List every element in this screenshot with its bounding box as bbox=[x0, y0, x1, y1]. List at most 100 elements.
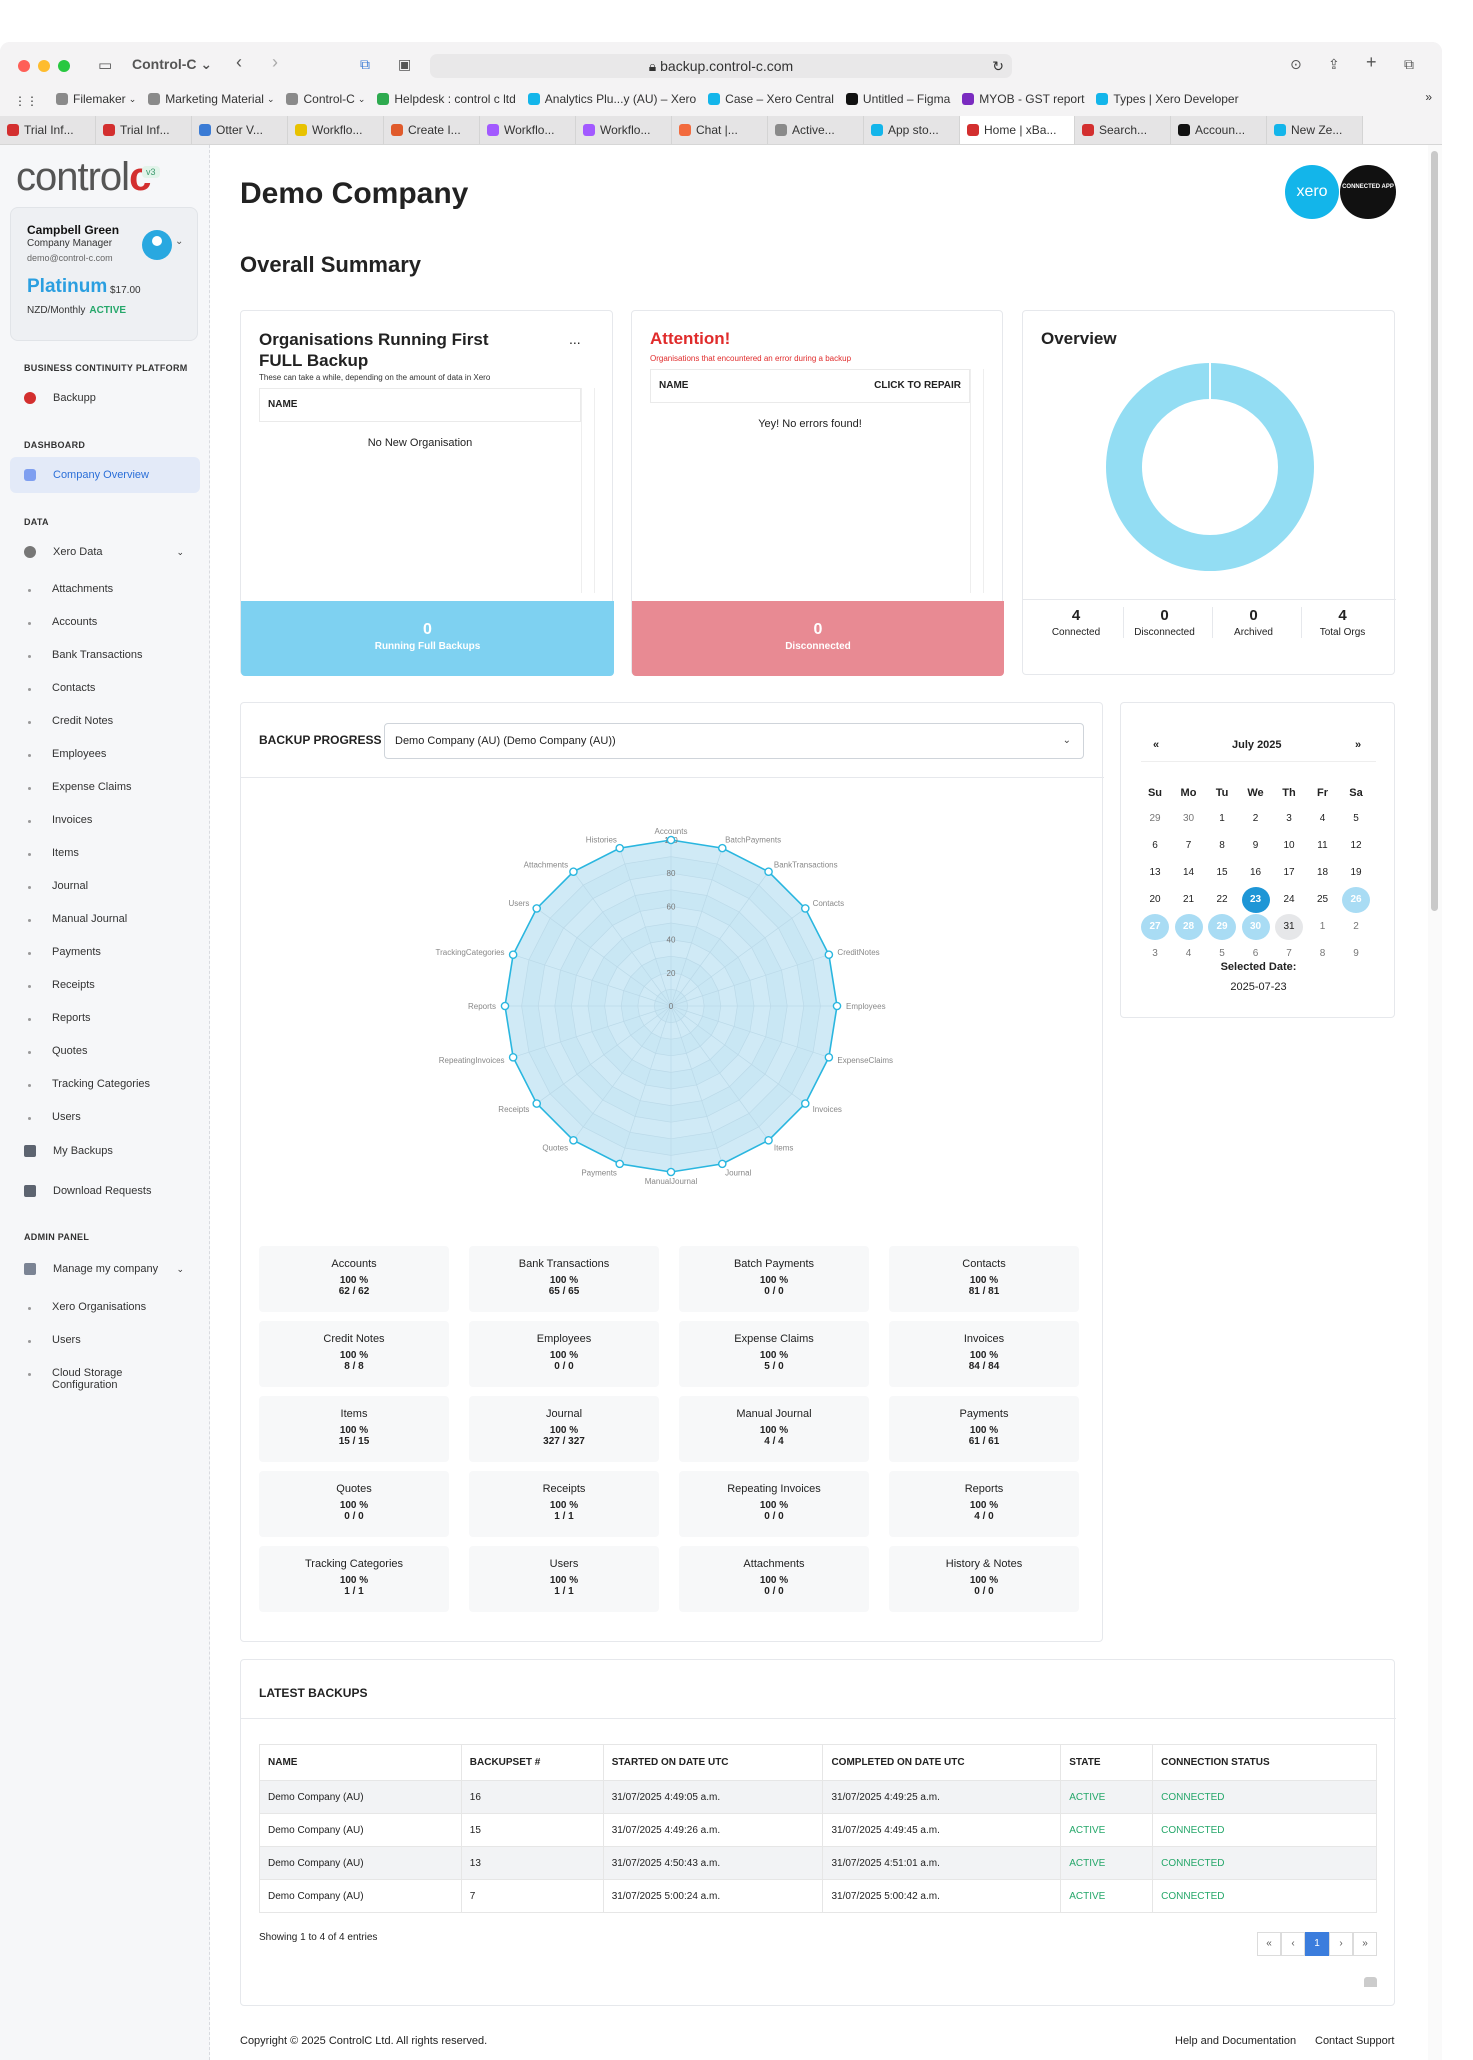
bookmark-types-xero-developer[interactable]: Types | Xero Developer bbox=[1096, 88, 1239, 110]
more-options-icon[interactable]: ... bbox=[569, 331, 581, 347]
column-header-backupset[interactable]: BACKUPSET # bbox=[460, 1744, 604, 1781]
browser-tab[interactable]: New Ze... bbox=[1267, 116, 1363, 144]
browser-tab[interactable]: Create I... bbox=[384, 116, 480, 144]
pagination-nav-button[interactable]: ‹ bbox=[1281, 1932, 1305, 1956]
calendar-day[interactable]: 5 bbox=[1219, 948, 1225, 959]
radar-point[interactable] bbox=[569, 1135, 578, 1145]
sidebar-item-employees[interactable]: Employees bbox=[28, 748, 106, 760]
sidebar-item-my-backups[interactable]: My Backups bbox=[24, 1145, 113, 1157]
column-header-connection-status[interactable]: CONNECTION STATUS bbox=[1152, 1744, 1377, 1781]
browser-tab[interactable]: Workflo... bbox=[480, 116, 576, 144]
calendar-day[interactable]: 14 bbox=[1182, 867, 1195, 878]
radar-point[interactable] bbox=[615, 1159, 625, 1169]
browser-tab[interactable]: Workflo... bbox=[288, 116, 384, 144]
calendar-day[interactable]: 1 bbox=[1219, 813, 1225, 824]
radar-point[interactable] bbox=[666, 835, 676, 845]
calendar-day[interactable]: 28 bbox=[1174, 914, 1203, 940]
calendar-day[interactable]: 8 bbox=[1219, 840, 1225, 851]
forward-icon[interactable]: › bbox=[272, 52, 278, 72]
sidebar-toggle-icon[interactable]: ▭ bbox=[98, 57, 113, 74]
download-icon[interactable]: ⊙ bbox=[1290, 56, 1302, 72]
calendar-day[interactable]: 24 bbox=[1283, 894, 1295, 905]
sidebar-item-credit-notes[interactable]: Credit Notes bbox=[28, 715, 113, 727]
sidebar-item-xero-organisations[interactable]: Xero Organisations bbox=[28, 1301, 146, 1313]
calendar-day[interactable]: 22 bbox=[1216, 894, 1228, 905]
chat-icon[interactable] bbox=[1364, 1977, 1377, 1987]
address-bar[interactable]: 🔒︎ backup.control-c.com ↻ bbox=[430, 54, 1012, 78]
column-header-state[interactable]: STATE bbox=[1060, 1744, 1154, 1781]
column-header-started-on-date-utc[interactable]: STARTED ON DATE UTC bbox=[602, 1744, 824, 1781]
pagination-nav-button[interactable]: › bbox=[1329, 1932, 1353, 1956]
column-header-name[interactable]: NAME bbox=[259, 1744, 462, 1781]
calendar-day[interactable]: 23 bbox=[1241, 887, 1270, 913]
bookmark-case-xero-central[interactable]: Case – Xero Central bbox=[708, 88, 834, 110]
avatar[interactable] bbox=[142, 230, 172, 260]
radar-point[interactable] bbox=[532, 1099, 542, 1108]
calendar-day[interactable]: 17 bbox=[1283, 867, 1295, 878]
calendar-day[interactable]: 30 bbox=[1241, 914, 1270, 940]
sidebar-item-manage-company[interactable]: Manage my company ⌄ bbox=[24, 1263, 184, 1275]
calendar-next-button[interactable]: » bbox=[1355, 739, 1362, 751]
scrollbar[interactable] bbox=[970, 369, 984, 593]
bookmark-analytics-plu-y-au-xero[interactable]: Analytics Plu...y (AU) – Xero bbox=[527, 88, 696, 110]
sidebar-item-journal[interactable]: Journal bbox=[28, 880, 88, 892]
calendar-day[interactable]: 18 bbox=[1316, 867, 1329, 878]
calendar-day[interactable]: 10 bbox=[1283, 840, 1295, 851]
calendar-day[interactable]: 7 bbox=[1286, 948, 1292, 959]
calendar-day[interactable]: 6 bbox=[1252, 948, 1259, 959]
site-menu[interactable]: Control-C ⌄ bbox=[132, 56, 213, 72]
calendar-day[interactable]: 19 bbox=[1350, 867, 1362, 878]
calendar-day[interactable]: 11 bbox=[1317, 840, 1328, 851]
browser-tab[interactable]: Chat |... bbox=[672, 116, 768, 144]
table-row[interactable]: Demo Company (AU) 13 31/07/2025 4:50:43 a.… bbox=[259, 1846, 1377, 1880]
sidebar-item-company-overview[interactable]: Company Overview bbox=[24, 469, 149, 481]
radar-point[interactable] bbox=[508, 1052, 518, 1062]
back-icon[interactable]: ‹ bbox=[236, 52, 242, 72]
sidebar-item-xero-data[interactable]: Xero Data ⌄ bbox=[24, 546, 184, 558]
radar-point[interactable] bbox=[666, 1167, 676, 1177]
browser-tab[interactable]: Otter V... bbox=[192, 116, 288, 144]
help-link[interactable]: Help and Documentation bbox=[1175, 2035, 1297, 2047]
radar-point[interactable] bbox=[717, 843, 727, 853]
browser-tab[interactable]: Trial Inf... bbox=[0, 116, 96, 144]
calendar-day[interactable]: 3 bbox=[1152, 948, 1158, 959]
browser-tab[interactable]: Active... bbox=[768, 116, 864, 144]
company-select[interactable]: Demo Company (AU) (Demo Company (AU)) ⌄ bbox=[384, 723, 1084, 759]
more-bookmarks-icon[interactable]: » bbox=[1425, 90, 1432, 104]
calendar-day[interactable]: 2 bbox=[1353, 921, 1359, 932]
calendar-day[interactable]: 16 bbox=[1249, 867, 1262, 878]
calendar-day[interactable]: 29 bbox=[1208, 914, 1236, 940]
calendar-day[interactable]: 30 bbox=[1182, 813, 1195, 824]
scrollbar[interactable] bbox=[581, 388, 595, 593]
radar-point[interactable] bbox=[764, 867, 773, 877]
browser-tab[interactable]: Accoun... bbox=[1171, 116, 1267, 144]
donut-ring[interactable] bbox=[1106, 363, 1314, 571]
calendar-day[interactable]: 29 bbox=[1149, 813, 1161, 824]
calendar-day[interactable]: 2 bbox=[1252, 813, 1259, 824]
bookmark-untitled-figma[interactable]: Untitled – Figma bbox=[845, 88, 950, 110]
scrollbar-thumb[interactable] bbox=[1431, 151, 1438, 911]
calendar-day[interactable]: 25 bbox=[1316, 894, 1329, 905]
radar-point[interactable] bbox=[824, 1052, 834, 1062]
calendar-day[interactable]: 9 bbox=[1353, 948, 1359, 959]
share-icon[interactable]: ⇪ bbox=[1328, 56, 1340, 72]
sidebar-item-invoices[interactable]: Invoices bbox=[28, 814, 92, 826]
zoom-window-button[interactable] bbox=[58, 60, 70, 72]
sidebar-item-users-admin[interactable]: Users bbox=[28, 1334, 81, 1346]
table-row[interactable]: Demo Company (AU) 7 31/07/2025 5:00:24 a.m… bbox=[259, 1879, 1377, 1913]
pagination-nav-button[interactable]: » bbox=[1353, 1932, 1377, 1956]
close-window-button[interactable] bbox=[18, 60, 30, 72]
chevron-down-icon[interactable]: ⌄ bbox=[175, 236, 184, 247]
calendar-day[interactable]: 13 bbox=[1149, 867, 1161, 878]
sidebar-item-download-requests[interactable]: Download Requests bbox=[24, 1185, 151, 1197]
calendar-day[interactable]: 6 bbox=[1152, 840, 1158, 851]
sidebar-item-users[interactable]: Users bbox=[28, 1111, 81, 1123]
sidebar-item-reports[interactable]: Reports bbox=[28, 1012, 91, 1024]
page-scrollbar[interactable] bbox=[1428, 145, 1442, 2060]
calendar-day[interactable]: 5 bbox=[1353, 813, 1359, 824]
calendar-month[interactable]: July 2025 bbox=[1232, 739, 1282, 751]
reload-icon[interactable]: ↻ bbox=[992, 58, 1004, 74]
browser-tab[interactable]: Trial Inf... bbox=[96, 116, 192, 144]
controlc-logo[interactable]: controlc bbox=[16, 155, 151, 199]
bookmark-helpdesk-control-c-ltd[interactable]: Helpdesk : control c ltd bbox=[377, 88, 516, 110]
